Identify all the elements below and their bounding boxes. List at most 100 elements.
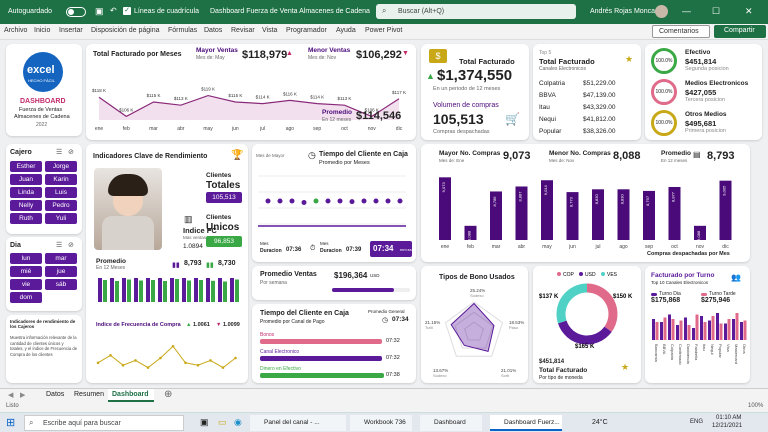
slicer-item-mié[interactable]: mié bbox=[10, 266, 42, 277]
minimize-icon[interactable]: — bbox=[682, 6, 691, 16]
monthly-value-label: $119 K bbox=[201, 87, 215, 92]
menu-archivo[interactable]: Archivo bbox=[4, 27, 28, 34]
monthly-value-label: $113 K bbox=[337, 96, 351, 101]
channel-value: 07:32 bbox=[386, 355, 400, 361]
kpi-title: Indicadores Clave de Rendimiento bbox=[93, 153, 208, 160]
shift-bar-night bbox=[711, 316, 715, 340]
slicer-item-vie[interactable]: vie bbox=[10, 279, 42, 290]
language-indicator[interactable]: ENG bbox=[690, 419, 704, 425]
weather-temp[interactable]: 24°C bbox=[592, 419, 608, 426]
time-dot-chart bbox=[258, 175, 406, 227]
kpi-bar-purple bbox=[158, 278, 162, 302]
taskbar-app[interactable]: Workbook 736 bbox=[350, 415, 412, 431]
multiselect-icon[interactable]: ☰ bbox=[56, 242, 63, 249]
menu-datos[interactable]: Datos bbox=[204, 27, 223, 34]
save-icon[interactable]: ▣ bbox=[95, 6, 104, 16]
search-box[interactable]: ⌕ Buscar (Alt+Q) bbox=[376, 4, 576, 19]
next-sheet-icon[interactable]: ▶ bbox=[20, 392, 26, 399]
clock-time[interactable]: 01:10 AM bbox=[716, 415, 742, 421]
slicer-item-dom[interactable]: dom bbox=[10, 292, 42, 303]
close-icon[interactable]: ✕ bbox=[745, 6, 753, 16]
cajero-slicer: Cajero ☰ ⊘ Esther Jorge Juan Karin Linda Luis… bbox=[6, 144, 82, 234]
top5-name: Popular bbox=[539, 128, 562, 135]
slicer-item-juan[interactable]: Juan bbox=[10, 174, 42, 185]
clock-date[interactable]: 12/21/2021 bbox=[712, 423, 743, 429]
edge-icon[interactable]: ◉ bbox=[234, 417, 242, 427]
menu-powerpivot[interactable]: Power Pivot bbox=[365, 27, 403, 34]
menu-ayuda[interactable]: Ayuda bbox=[336, 27, 356, 34]
slicer-item-mar[interactable]: mar bbox=[45, 253, 77, 264]
taskbar-app[interactable]: Dashboard bbox=[420, 415, 482, 431]
weekly-title: Promedio Ventas bbox=[260, 271, 317, 278]
max-purchases-sub: Mes de: Ene bbox=[439, 158, 465, 163]
gridlines-checkbox[interactable]: ✓ bbox=[123, 7, 131, 15]
multiselect-icon[interactable]: ☰ bbox=[56, 149, 63, 156]
zoom-level[interactable]: 100% bbox=[748, 403, 764, 409]
radar-name: Tutti bbox=[425, 325, 433, 330]
slicer-item-linda[interactable]: Linda bbox=[10, 187, 42, 198]
menu-formulas[interactable]: Fórmulas bbox=[168, 27, 198, 34]
payment-sub: Tercera posicion bbox=[685, 97, 726, 103]
monthly-line bbox=[98, 94, 400, 118]
menu-disposicion[interactable]: Disposición de página bbox=[91, 27, 160, 34]
autosave-toggle[interactable] bbox=[66, 7, 86, 17]
menu-insertar[interactable]: Insertar bbox=[59, 27, 83, 34]
taskbar-search[interactable]: ⌕ Escribe aquí para buscar bbox=[24, 415, 184, 431]
slicer-item-karin[interactable]: Karin bbox=[45, 174, 77, 185]
menu-inicio[interactable]: Inicio bbox=[34, 27, 51, 34]
dashboard-year: 2022 bbox=[36, 122, 48, 128]
windows-start-icon[interactable]: ⊞ bbox=[6, 417, 16, 429]
slicer-item-jue[interactable]: jue bbox=[45, 266, 77, 277]
slicer-item-jorge[interactable]: Jorge bbox=[45, 161, 77, 172]
clear-filter-icon[interactable]: ⊘ bbox=[68, 149, 74, 156]
sheet-tab-datos[interactable]: Datos bbox=[46, 391, 65, 398]
star-icon: ★ bbox=[625, 54, 634, 64]
prev-sheet-icon[interactable]: ◀ bbox=[8, 392, 14, 399]
avg-purchases-label: Promedio bbox=[661, 150, 691, 157]
top5-name: Itau bbox=[539, 104, 550, 111]
taskbar-app[interactable]: Panel del canal - ... bbox=[250, 415, 346, 431]
task-view-icon[interactable]: ▣ bbox=[200, 417, 209, 427]
undo-icon[interactable]: ↶ bbox=[110, 6, 117, 15]
file-explorer-icon[interactable]: ▭ bbox=[218, 417, 227, 427]
share-button[interactable]: Compartir bbox=[714, 25, 766, 38]
building-icon: ▥ bbox=[184, 214, 193, 224]
shift-bar-day bbox=[668, 314, 671, 340]
maximize-icon[interactable]: ☐ bbox=[712, 6, 721, 16]
taskbar-app-label: Dashboard bbox=[434, 419, 466, 426]
payment-ring: 100.0% bbox=[651, 110, 677, 136]
menu-revisar[interactable]: Revisar bbox=[231, 27, 255, 34]
max-sales-label: Mayor Ventas bbox=[196, 47, 238, 54]
kpi-avg-sub: En 12 Meses bbox=[96, 265, 126, 271]
slicer-item-ruth[interactable]: Ruth bbox=[10, 213, 42, 224]
arrow-up-icon: ▲ bbox=[186, 322, 192, 328]
people-icon: ▮▮ bbox=[172, 262, 180, 269]
purchases-bar bbox=[694, 225, 706, 240]
slicer-item-lun[interactable]: lun bbox=[10, 253, 42, 264]
payment-name: Medios Electronicos bbox=[685, 80, 749, 87]
slicer-item-luis[interactable]: Luis bbox=[45, 187, 77, 198]
top5-name: BBVA bbox=[539, 92, 556, 99]
kpi-avg-label: Promedio bbox=[96, 258, 126, 265]
menu-vista[interactable]: Vista bbox=[262, 27, 278, 34]
slicer-item-nelly[interactable]: Nelly bbox=[10, 200, 42, 211]
taskbar-app-active[interactable]: Dashboard Fuerz... bbox=[490, 415, 562, 431]
slicer-item-pedro[interactable]: Pedro bbox=[45, 200, 77, 211]
add-sheet-icon[interactable]: ⊕ bbox=[164, 389, 173, 400]
cajero-title: Cajero bbox=[10, 149, 32, 156]
sheet-tab-dashboard[interactable]: Dashboard bbox=[108, 389, 154, 402]
cashier-photo bbox=[94, 168, 162, 250]
comments-button[interactable]: Comentarios bbox=[652, 25, 710, 38]
monthly-value-label: $114 K bbox=[310, 95, 324, 100]
donut-v2: $150 K bbox=[613, 294, 633, 300]
avatar[interactable] bbox=[655, 5, 668, 18]
shift-bar-day bbox=[740, 322, 743, 340]
menu-programador[interactable]: Programador bbox=[286, 27, 327, 34]
sheet-tab-resumen[interactable]: Resumen bbox=[74, 391, 104, 398]
slicer-item-sáb[interactable]: sáb bbox=[45, 279, 77, 290]
slicer-item-esther[interactable]: Esther bbox=[10, 161, 42, 172]
purchases-bar bbox=[566, 192, 579, 240]
slicer-item-yuli[interactable]: Yuli bbox=[45, 213, 77, 224]
clear-filter-icon[interactable]: ⊘ bbox=[68, 242, 74, 249]
volume-label: Volumen de compras bbox=[433, 102, 499, 109]
